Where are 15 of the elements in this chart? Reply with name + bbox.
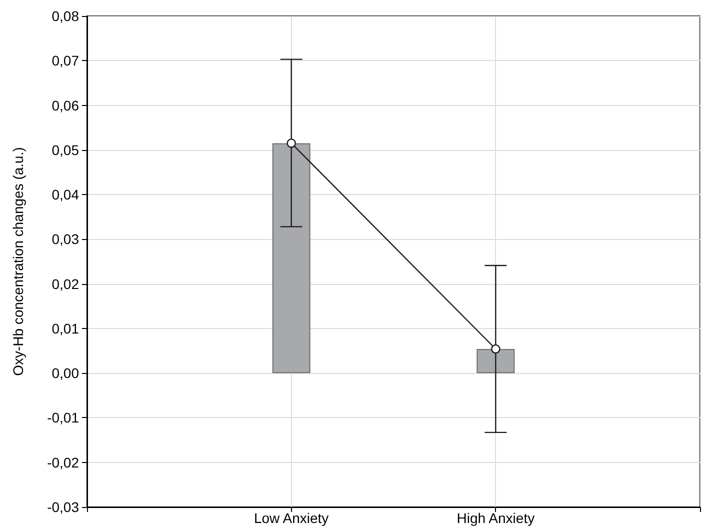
- x-tick-label: High Anxiety: [456, 510, 535, 526]
- y-tick-label: 0,06: [52, 97, 80, 114]
- y-axis-title: Oxy-Hb concentration changes (a.u.): [10, 147, 26, 376]
- x-tick-label: Low Anxiety: [254, 510, 329, 526]
- y-tick-label: 0,07: [52, 52, 80, 69]
- y-tick-label: -0,03: [47, 499, 80, 515]
- y-tick-label: 0,05: [52, 142, 80, 158]
- y-tick-label: 0,08: [52, 8, 80, 24]
- y-tick-label: -0,01: [47, 410, 80, 426]
- y-tick-label: 0,02: [52, 276, 80, 292]
- y-tick-label: -0,02: [47, 454, 80, 470]
- y-tick-label: 0,01: [52, 320, 80, 336]
- y-tick-label: 0,03: [52, 231, 80, 248]
- y-tick-label: 0,04: [52, 186, 80, 203]
- y-tick-label: 0,00: [52, 365, 80, 382]
